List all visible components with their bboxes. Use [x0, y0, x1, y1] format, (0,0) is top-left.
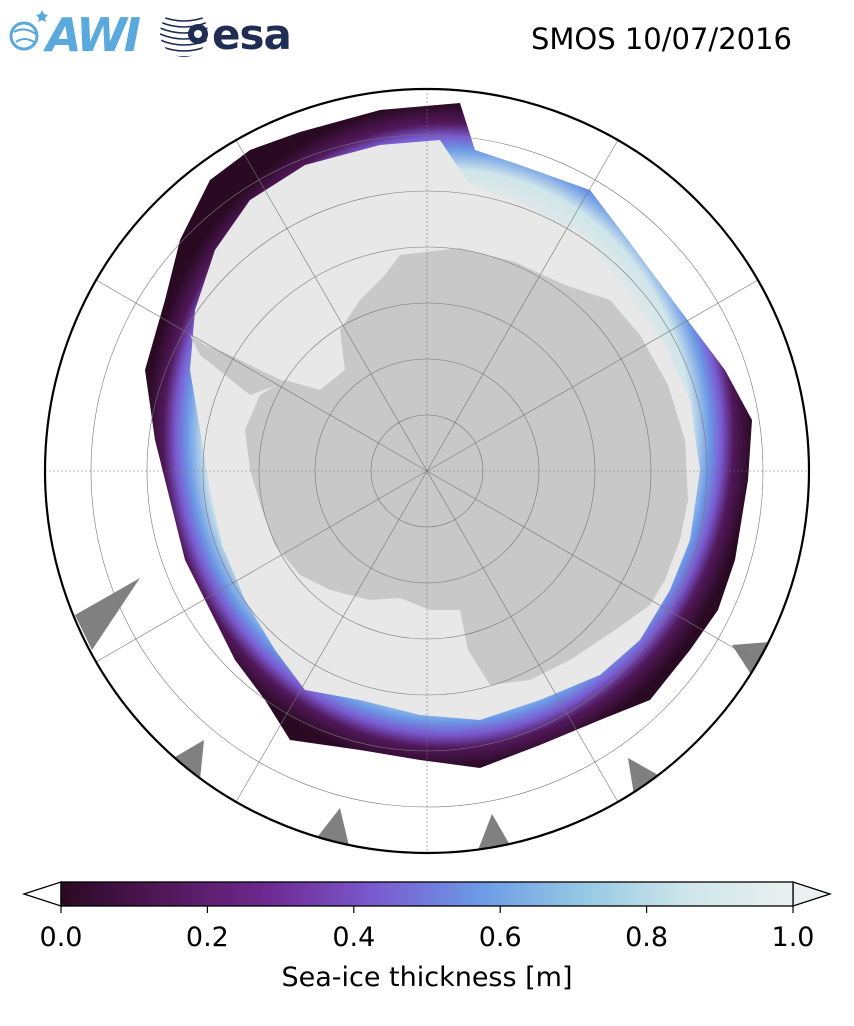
missing-data-patch: [75, 578, 140, 650]
esa-globe-icon: [160, 15, 208, 57]
colorbar-tick-marks: [60, 906, 794, 913]
colorbar-tick-label: 0.6: [478, 922, 522, 953]
meridians: [45, 89, 809, 853]
antarctica-landmass: [245, 248, 688, 685]
awi-logo: AWI: [8, 6, 141, 62]
colorbar-tick-label: 0.4: [332, 922, 376, 953]
map-boundary: [43, 87, 811, 855]
missing-data-patch: [170, 740, 204, 780]
colorbar-label: Sea-ice thickness [m]: [281, 962, 573, 993]
colorbar-gradient: [60, 881, 794, 907]
colorbar-tick-label: 0.8: [625, 922, 669, 953]
colorbar-tick-label: 1.0: [771, 922, 815, 953]
awi-logo-text: AWI: [46, 8, 141, 62]
missing-data-patch: [628, 758, 660, 795]
missing-data-patch: [732, 642, 770, 676]
esa-logo: esa: [158, 6, 292, 62]
esa-logo-text: esa: [212, 10, 292, 59]
map-title: SMOS 10/07/2016: [530, 22, 792, 56]
awi-globe-icon: [9, 10, 48, 51]
antarctic-peninsula: [190, 335, 285, 395]
colorbar: [21, 881, 833, 913]
colorbar-extend-max: [792, 881, 833, 907]
colorbar-tick-label: 0.2: [185, 922, 229, 953]
colorbar-tick-label: 0.0: [39, 922, 83, 953]
colorbar-extend-min: [21, 881, 62, 907]
missing-data-patch: [478, 814, 514, 852]
